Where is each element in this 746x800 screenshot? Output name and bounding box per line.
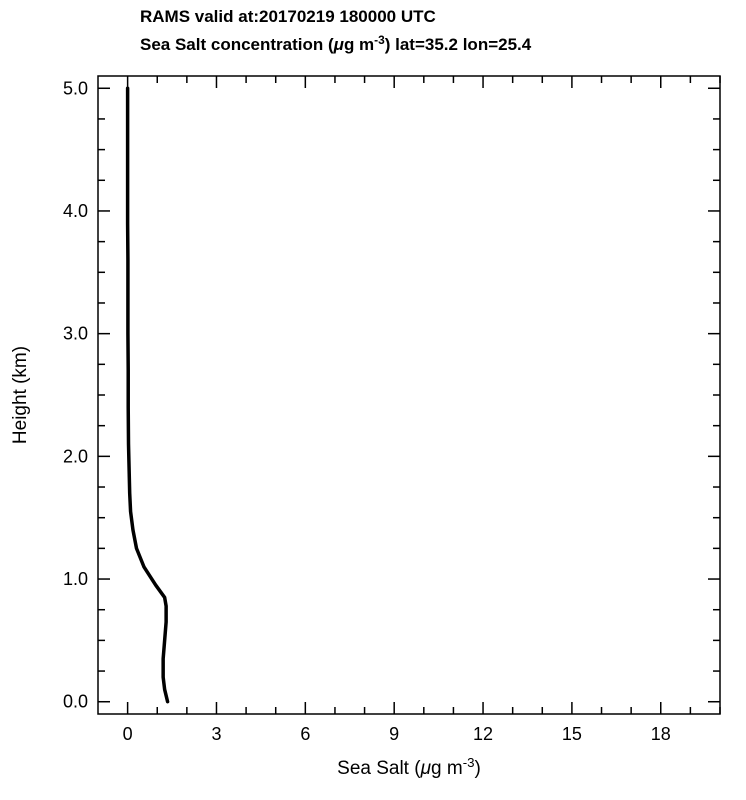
x-tick-label: 3: [211, 724, 221, 744]
y-tick-label: 4.0: [63, 201, 88, 221]
y-tick-label: 5.0: [63, 78, 88, 98]
x-tick-label: 0: [123, 724, 133, 744]
profile-chart: RAMS valid at:20170219 180000 UTC Sea Sal…: [0, 0, 746, 800]
chart-container: RAMS valid at:20170219 180000 UTC Sea Sal…: [0, 0, 746, 800]
x-tick-label: 15: [562, 724, 582, 744]
x-tick-label: 6: [300, 724, 310, 744]
chart-title-line2: Sea Salt concentration (μg m-3) lat=35.2…: [140, 33, 532, 54]
y-tick-label: 3.0: [63, 324, 88, 344]
x-tick-label: 9: [389, 724, 399, 744]
y-tick-label: 2.0: [63, 446, 88, 466]
x-axis-label: Sea Salt (μg m-3): [337, 755, 481, 779]
y-tick-label: 0.0: [63, 692, 88, 712]
y-axis-label: Height (km): [10, 346, 31, 444]
x-tick-label: 12: [473, 724, 493, 744]
x-tick-label: 18: [651, 724, 671, 744]
chart-title-line1: RAMS valid at:20170219 180000 UTC: [140, 7, 436, 26]
y-tick-label: 1.0: [63, 569, 88, 589]
